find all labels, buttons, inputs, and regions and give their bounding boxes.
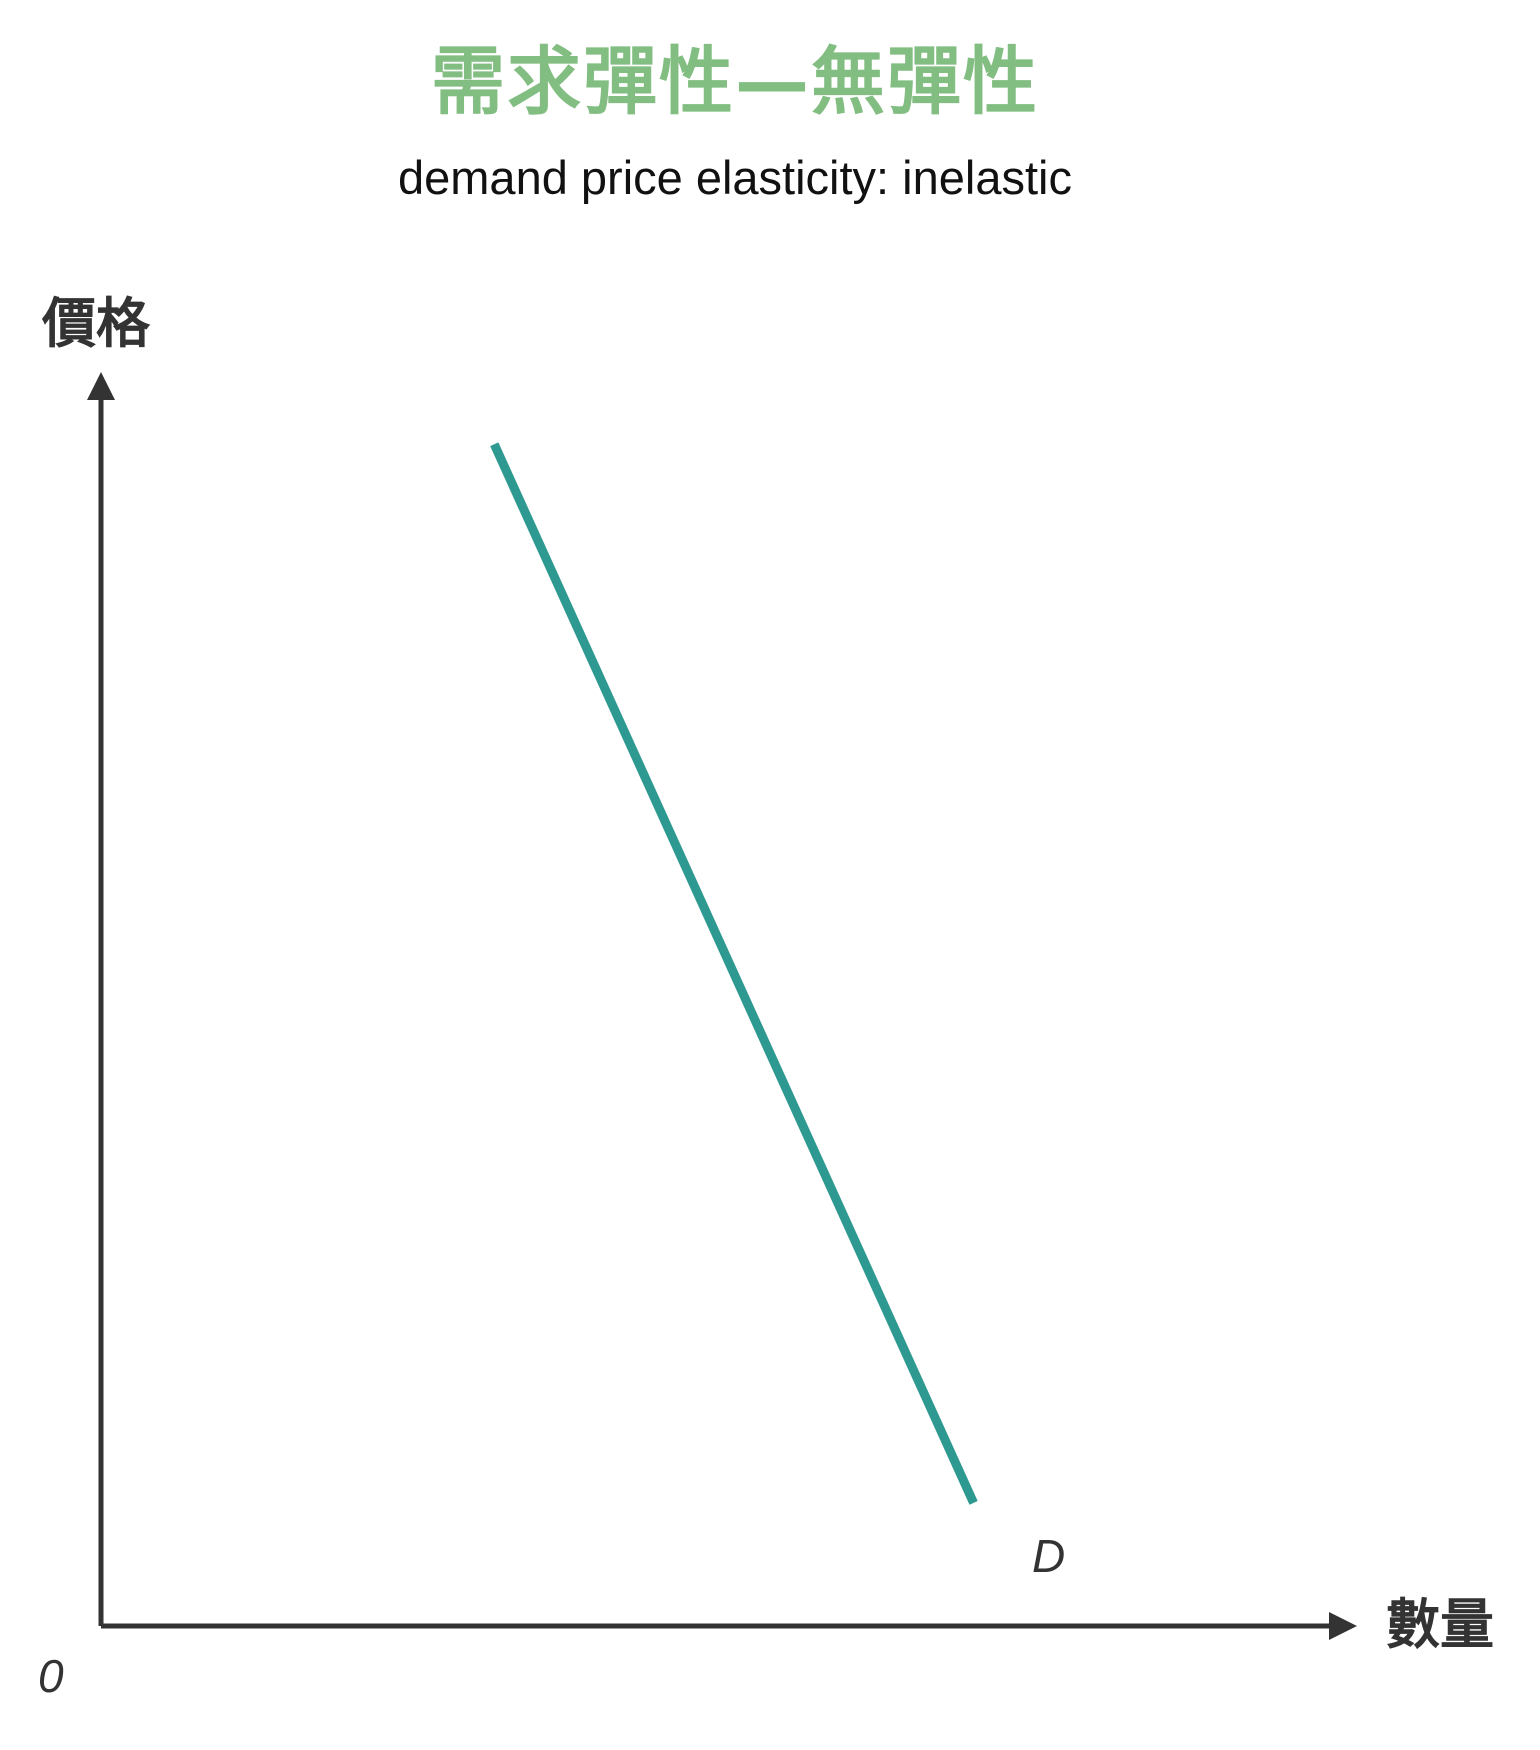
diagram-title: 需求彈性—無彈性 (431, 39, 1039, 125)
origin-label: 0 (38, 1650, 64, 1702)
demand-curve-label: D (1032, 1530, 1065, 1582)
y-axis-label: 價格 (41, 292, 151, 355)
y-axis-arrow (87, 372, 115, 400)
x-axis-label: 數量 (1386, 1593, 1494, 1656)
x-axis-arrow (1329, 1612, 1357, 1640)
demand-curve-line (490, 442, 978, 1505)
diagram-subtitle: demand price elasticity: inelastic (398, 151, 1072, 204)
axes (87, 372, 1357, 1640)
